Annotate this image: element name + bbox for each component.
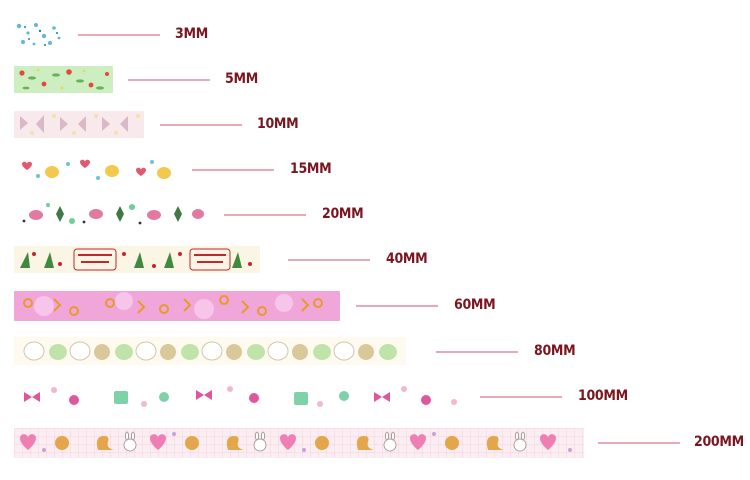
- tape-row-10mm: 10MM: [0, 111, 750, 151]
- tape-row-20mm: 20MM: [0, 201, 750, 241]
- tape-row-40mm: 40MM: [0, 246, 750, 286]
- size-label-5mm: 5MM: [225, 71, 258, 87]
- guide-line: [436, 351, 518, 353]
- size-label-15mm: 15MM: [290, 161, 332, 177]
- washi-tape-200mm: [14, 428, 584, 458]
- size-label-100mm: 100MM: [578, 388, 628, 404]
- washi-tape-5mm: [14, 66, 113, 93]
- tape-row-3mm: 3MM: [0, 21, 750, 61]
- washi-tape-3mm: [14, 21, 63, 48]
- green-flower-pattern: [14, 66, 113, 93]
- size-label-200mm: 200MM: [694, 434, 744, 450]
- washi-tape-80mm: [14, 337, 406, 365]
- cute-blob-pattern: [14, 337, 406, 365]
- chick-hearts-pattern: [14, 156, 178, 183]
- flamingo-pattern: [14, 201, 210, 228]
- guide-line: [356, 305, 438, 307]
- guide-line: [224, 214, 306, 216]
- washi-tape-100mm: [14, 382, 470, 412]
- guide-line: [78, 34, 160, 36]
- tape-row-100mm: 100MM: [0, 382, 750, 422]
- size-label-20mm: 20MM: [322, 206, 364, 222]
- washi-tape-20mm: [14, 201, 210, 228]
- washi-tape-40mm: [14, 246, 260, 273]
- size-label-80mm: 80MM: [534, 343, 576, 359]
- tape-row-200mm: 200MM: [0, 428, 750, 468]
- washi-tape-10mm: [14, 111, 144, 138]
- tape-row-60mm: 60MM: [0, 291, 750, 331]
- size-label-10mm: 10MM: [257, 116, 299, 132]
- guide-line: [192, 169, 274, 171]
- size-label-40mm: 40MM: [386, 251, 428, 267]
- hearts-animals-pattern: [14, 428, 584, 458]
- guide-line: [598, 442, 680, 444]
- tape-row-5mm: 5MM: [0, 66, 750, 106]
- guide-line: [160, 124, 242, 126]
- washi-tape-60mm: [14, 291, 340, 321]
- tape-row-15mm: 15MM: [0, 156, 750, 196]
- guide-line: [128, 79, 210, 81]
- christmas-pattern: [14, 246, 260, 273]
- pastel-petal-pattern: [14, 111, 144, 138]
- pink-zodiac-pattern: [14, 291, 340, 321]
- washi-tape-15mm: [14, 156, 178, 183]
- sweets-pattern: [14, 382, 470, 412]
- tape-row-80mm: 80MM: [0, 337, 750, 377]
- size-label-3mm: 3MM: [175, 26, 208, 42]
- guide-line: [288, 259, 370, 261]
- blue-floral-pattern: [14, 21, 63, 48]
- size-label-60mm: 60MM: [454, 297, 496, 313]
- guide-line: [480, 396, 562, 398]
